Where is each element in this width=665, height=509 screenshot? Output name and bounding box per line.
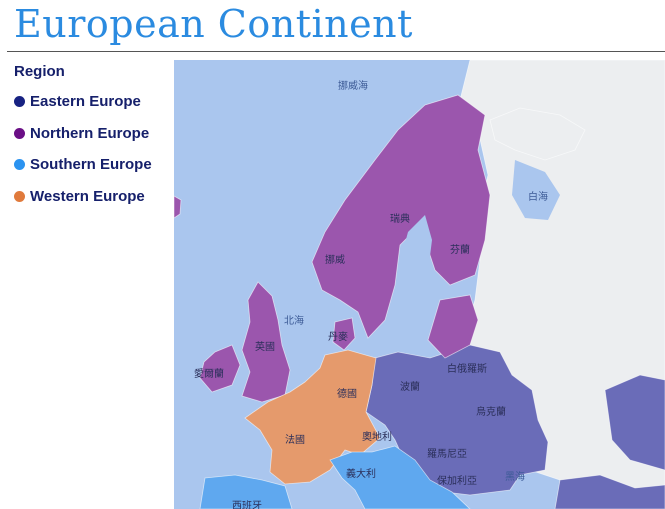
legend-item-northern-europe[interactable]: Northern Europe bbox=[14, 118, 174, 150]
label-north-sea: 北海 bbox=[284, 314, 304, 327]
label-norwegian-sea: 挪威海 bbox=[338, 79, 368, 92]
region-northern-europe-denmark[interactable] bbox=[332, 317, 356, 351]
legend-item-southern-europe[interactable]: Southern Europe bbox=[14, 149, 174, 181]
region-northern-europe-ireland[interactable] bbox=[199, 344, 241, 393]
label-white-sea: 白海 bbox=[528, 190, 548, 203]
label-denmark: 丹麥 bbox=[328, 330, 348, 343]
legend-item-eastern-europe[interactable]: Eastern Europe bbox=[14, 86, 174, 118]
label-finland: 芬蘭 bbox=[450, 243, 470, 256]
region-kola bbox=[489, 107, 586, 161]
region-northern-europe-baltics[interactable] bbox=[427, 294, 479, 359]
legend-dot-icon bbox=[14, 159, 25, 171]
region-southern-europe-italy-balkans[interactable] bbox=[329, 445, 471, 509]
legend-label: Eastern Europe bbox=[30, 93, 141, 111]
region-northern-europe-uk[interactable] bbox=[241, 281, 291, 403]
label-belarus: 白俄羅斯 bbox=[447, 362, 487, 375]
label-bulgaria: 保加利亞 bbox=[437, 474, 477, 487]
label-poland: 波蘭 bbox=[400, 380, 420, 393]
title-divider bbox=[7, 51, 665, 52]
legend-label: Western Europe bbox=[30, 187, 145, 205]
label-romania: 羅馬尼亞 bbox=[427, 448, 467, 460]
legend: Region Eastern Europe Northern Europe So… bbox=[14, 63, 174, 212]
label-ireland: 愛爾蘭 bbox=[194, 367, 224, 380]
label-sweden: 瑞典 bbox=[390, 212, 410, 225]
label-norway: 挪威 bbox=[325, 253, 345, 266]
legend-label: Southern Europe bbox=[30, 156, 152, 174]
region-eastern-europe-south[interactable] bbox=[554, 474, 665, 509]
label-france: 法國 bbox=[285, 433, 305, 446]
legend-dot-icon bbox=[14, 190, 25, 202]
label-austria: 奧地利 bbox=[362, 430, 392, 443]
europe-map[interactable]: 挪威海 白海 北海 黑海 瑞典 芬蘭 挪威 丹麥 英國 愛爾蘭 德國 波蘭 白俄… bbox=[174, 60, 665, 509]
label-uk: 英國 bbox=[255, 340, 275, 353]
region-southern-europe-iberia[interactable] bbox=[199, 474, 293, 509]
label-ukraine: 烏克蘭 bbox=[476, 405, 506, 418]
region-northern-europe-scandinavia[interactable] bbox=[311, 94, 491, 339]
page-title: European Continent bbox=[14, 2, 413, 46]
legend-item-western-europe[interactable]: Western Europe bbox=[14, 181, 174, 213]
label-spain: 西班牙 bbox=[232, 500, 262, 509]
legend-dot-icon bbox=[14, 96, 25, 108]
label-black-sea: 黑海 bbox=[505, 470, 525, 483]
region-western-europe[interactable] bbox=[244, 349, 381, 485]
legend-label: Northern Europe bbox=[30, 124, 150, 142]
region-northern-europe-iceland[interactable] bbox=[174, 195, 182, 219]
gulf-of-bothnia-water bbox=[400, 215, 432, 285]
legend-title: Region bbox=[14, 63, 65, 80]
label-germany: 德國 bbox=[337, 387, 357, 400]
white-sea-water bbox=[512, 160, 560, 220]
legend-dot-icon bbox=[14, 127, 25, 139]
label-italy: 義大利 bbox=[346, 467, 376, 480]
map-canvas: 挪威海 白海 北海 黑海 瑞典 芬蘭 挪威 丹麥 英國 愛爾蘭 德國 波蘭 白俄… bbox=[174, 60, 665, 509]
region-eastern-europe-east[interactable] bbox=[604, 374, 665, 471]
